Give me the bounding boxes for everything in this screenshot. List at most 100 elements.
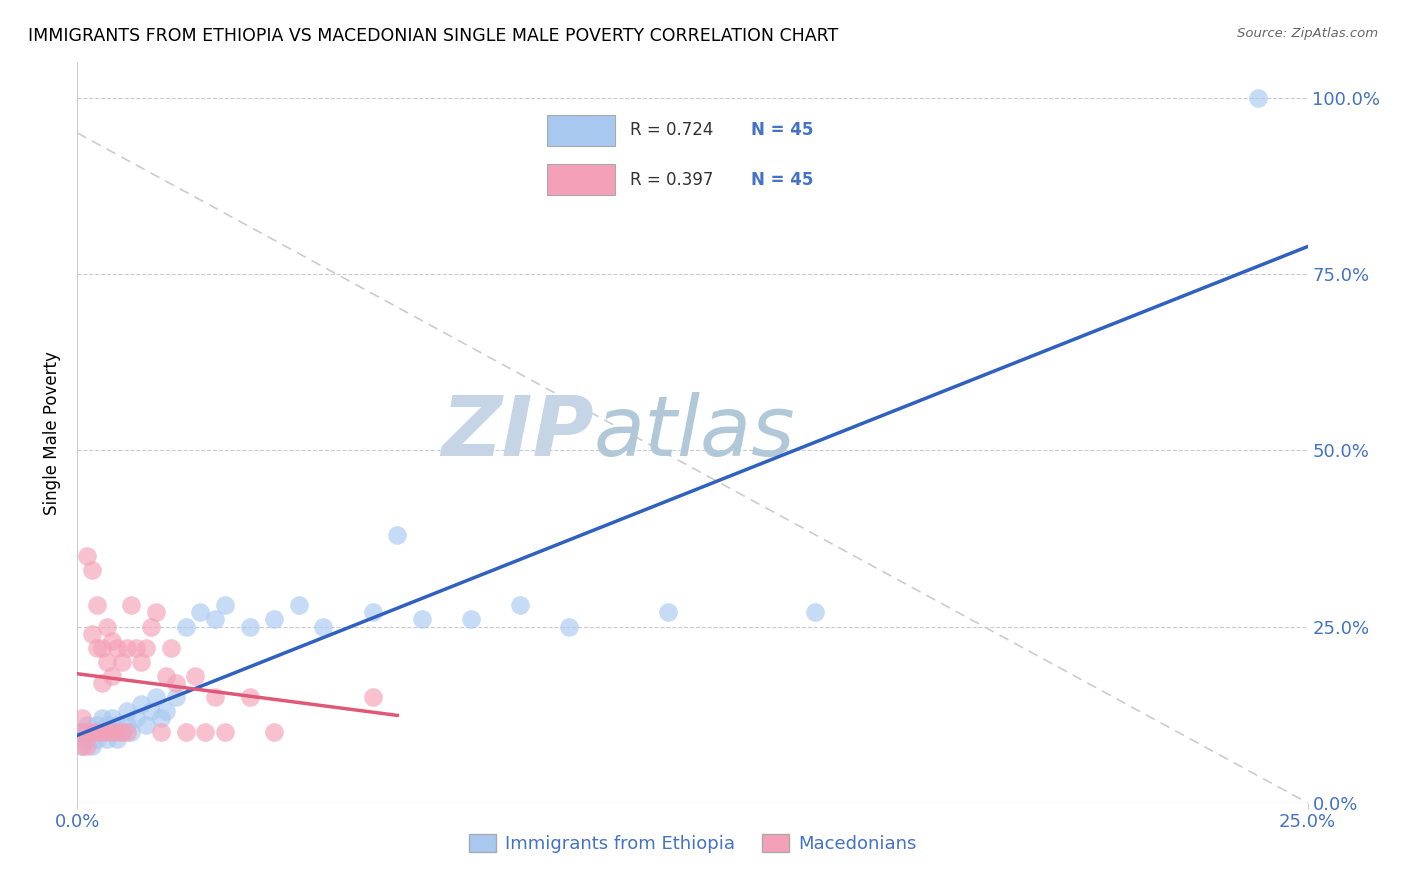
Point [188, 606, 212, 620]
Point [76, 732, 98, 747]
Text: Source: ZipAtlas.com: Source: ZipAtlas.com [1237, 27, 1378, 40]
Point [184, 669, 207, 683]
Point [90, 725, 114, 739]
Point [150, 711, 173, 725]
Point [312, 619, 335, 633]
Point [96, 718, 118, 732]
Point [135, 640, 157, 655]
Point [204, 690, 226, 704]
Point [155, 669, 177, 683]
Point [115, 725, 138, 739]
Point [86, 640, 108, 655]
Point [239, 690, 262, 704]
Point [105, 732, 128, 747]
Point [82, 739, 104, 754]
Point [70, 725, 93, 739]
Legend: Immigrants from Ethiopia, Macedonians: Immigrants from Ethiopia, Macedonians [461, 827, 924, 861]
Text: N = 45: N = 45 [751, 170, 813, 188]
Point [96, 655, 118, 669]
Point [657, 606, 679, 620]
Point [101, 725, 124, 739]
Point [509, 599, 531, 613]
Bar [547, 115, 614, 145]
Point [86, 732, 108, 747]
Point [141, 619, 163, 633]
Y-axis label: Single Male Poverty: Single Male Poverty [44, 351, 62, 515]
Point [70, 725, 93, 739]
Point [239, 619, 262, 633]
Point [263, 725, 285, 739]
Point [101, 711, 124, 725]
Point [141, 704, 163, 718]
Point [121, 725, 143, 739]
Point [70, 739, 93, 754]
Point [288, 599, 311, 613]
Point [90, 725, 114, 739]
Point [70, 739, 93, 754]
Bar [547, 164, 614, 194]
Point [90, 676, 114, 690]
Point [105, 718, 128, 732]
Point [411, 612, 433, 626]
Point [214, 725, 236, 739]
Point [76, 725, 98, 739]
Point [86, 599, 108, 613]
Text: R = 0.397: R = 0.397 [630, 170, 713, 188]
Point [204, 612, 226, 626]
Point [129, 655, 153, 669]
Point [96, 732, 118, 747]
Text: IMMIGRANTS FROM ETHIOPIA VS MACEDONIAN SINGLE MALE POVERTY CORRELATION CHART: IMMIGRANTS FROM ETHIOPIA VS MACEDONIAN S… [28, 27, 838, 45]
Point [82, 563, 104, 577]
Point [194, 725, 217, 739]
Point [115, 718, 138, 732]
Point [121, 599, 143, 613]
Point [214, 599, 236, 613]
Point [165, 676, 187, 690]
Point [804, 606, 827, 620]
Point [105, 640, 128, 655]
Point [76, 739, 98, 754]
Point [82, 725, 104, 739]
Point [86, 725, 108, 739]
Point [129, 697, 153, 711]
Point [105, 725, 128, 739]
Point [361, 606, 384, 620]
Point [76, 549, 98, 563]
Point [150, 725, 173, 739]
Point [101, 633, 124, 648]
Point [145, 690, 167, 704]
Point [111, 725, 132, 739]
Point [385, 528, 409, 542]
Point [90, 640, 114, 655]
Text: N = 45: N = 45 [751, 121, 813, 139]
Point [82, 626, 104, 640]
Point [460, 612, 482, 626]
Point [155, 704, 177, 718]
Point [101, 725, 124, 739]
Point [174, 725, 197, 739]
Point [145, 606, 167, 620]
Point [76, 718, 98, 732]
Point [111, 655, 132, 669]
Point [1247, 91, 1270, 105]
Text: atlas: atlas [595, 392, 796, 473]
Point [174, 619, 197, 633]
Point [125, 711, 148, 725]
Point [101, 669, 124, 683]
Text: R = 0.724: R = 0.724 [630, 121, 713, 139]
Point [70, 711, 93, 725]
Point [558, 619, 581, 633]
Point [165, 690, 187, 704]
Point [115, 640, 138, 655]
Point [115, 704, 138, 718]
Point [361, 690, 384, 704]
Point [96, 725, 118, 739]
Point [111, 725, 132, 739]
Point [96, 619, 118, 633]
Text: ZIP: ZIP [441, 392, 595, 473]
Point [86, 718, 108, 732]
Point [263, 612, 285, 626]
Point [160, 640, 183, 655]
Point [82, 725, 104, 739]
Point [90, 711, 114, 725]
